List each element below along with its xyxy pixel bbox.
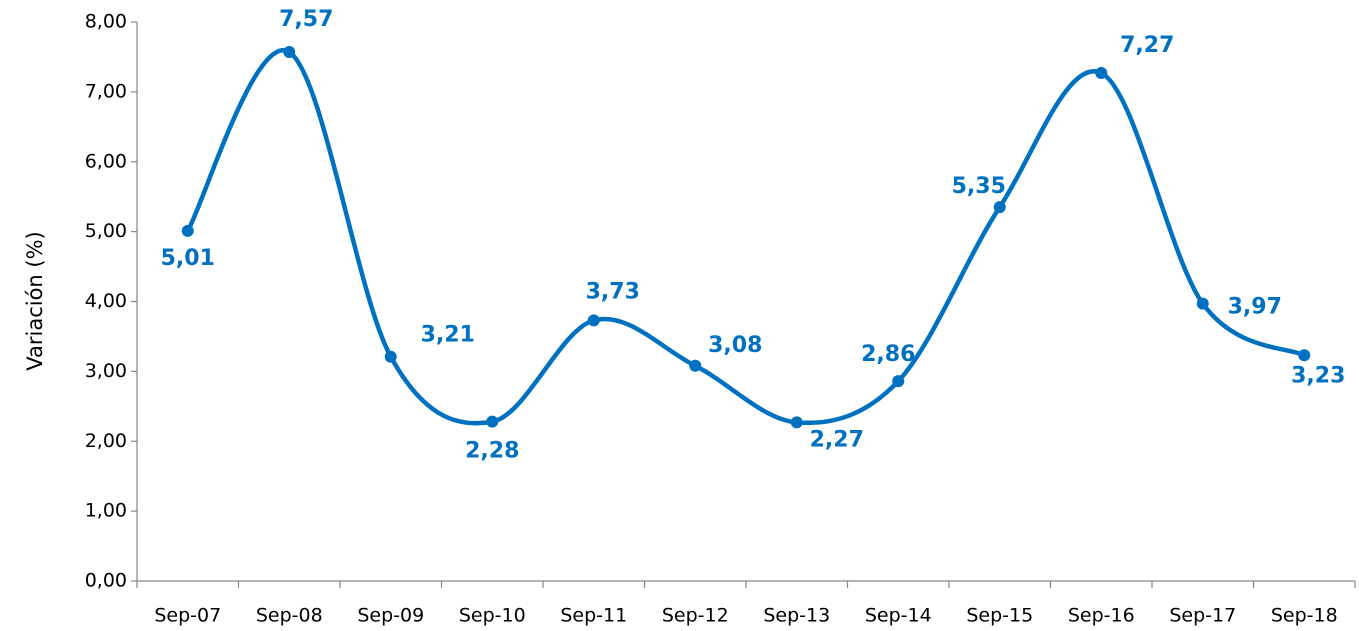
y-tick-label: 7,00 — [85, 80, 127, 102]
point — [1095, 67, 1108, 80]
x-tick-label: Sep-14 — [865, 605, 932, 627]
value-label: 7,27 — [1120, 33, 1174, 58]
value-label: 3,73 — [586, 279, 640, 304]
point — [384, 350, 397, 363]
point — [993, 201, 1006, 214]
value-label: 5,35 — [952, 174, 1006, 199]
value-label: 5,01 — [161, 246, 215, 271]
x-tick-label: Sep-11 — [560, 605, 627, 627]
point — [892, 375, 905, 388]
value-label: 7,57 — [279, 7, 333, 32]
line — [185, 48, 1306, 426]
point — [486, 415, 499, 428]
point — [181, 224, 194, 237]
value-label: 2,28 — [465, 439, 519, 464]
y-tick-label: 4,00 — [85, 290, 127, 312]
y-tick-label: 1,00 — [85, 500, 127, 522]
y-tick-label: 8,00 — [85, 11, 127, 33]
x-tick-label: Sep-12 — [662, 605, 729, 627]
point — [587, 314, 600, 327]
x-tick-label: Sep-17 — [1169, 605, 1236, 627]
value-label: 2,86 — [861, 342, 915, 367]
x-tick-label: Sep-18 — [1271, 605, 1338, 627]
y-axis-label: Variación (%) — [23, 231, 47, 371]
x-tick-label: Sep-09 — [357, 605, 424, 627]
value-label: 3,23 — [1291, 363, 1345, 388]
x-tick-label: Sep-07 — [154, 605, 221, 627]
value-label: 3,21 — [421, 323, 475, 348]
x-tick-label: Sep-10 — [459, 605, 526, 627]
value-label: 3,08 — [708, 333, 762, 358]
point — [689, 359, 702, 372]
x-tick-label: Sep-16 — [1068, 605, 1135, 627]
x-tick-label: Sep-13 — [763, 605, 830, 627]
point — [790, 416, 803, 429]
y-tick-label: 5,00 — [85, 220, 127, 242]
x-tick-label: Sep-15 — [966, 605, 1033, 627]
value-label: 3,97 — [1228, 295, 1282, 320]
y-tick-label: 2,00 — [85, 430, 127, 452]
value-label: 2,27 — [810, 427, 864, 452]
y-tick-label: 3,00 — [85, 360, 127, 382]
x-tick-label: Sep-08 — [256, 605, 323, 627]
y-tick-label: 0,00 — [85, 570, 127, 592]
point — [1298, 349, 1311, 362]
point — [1196, 297, 1209, 310]
y-tick-label: 6,00 — [85, 150, 127, 172]
point — [283, 46, 296, 59]
